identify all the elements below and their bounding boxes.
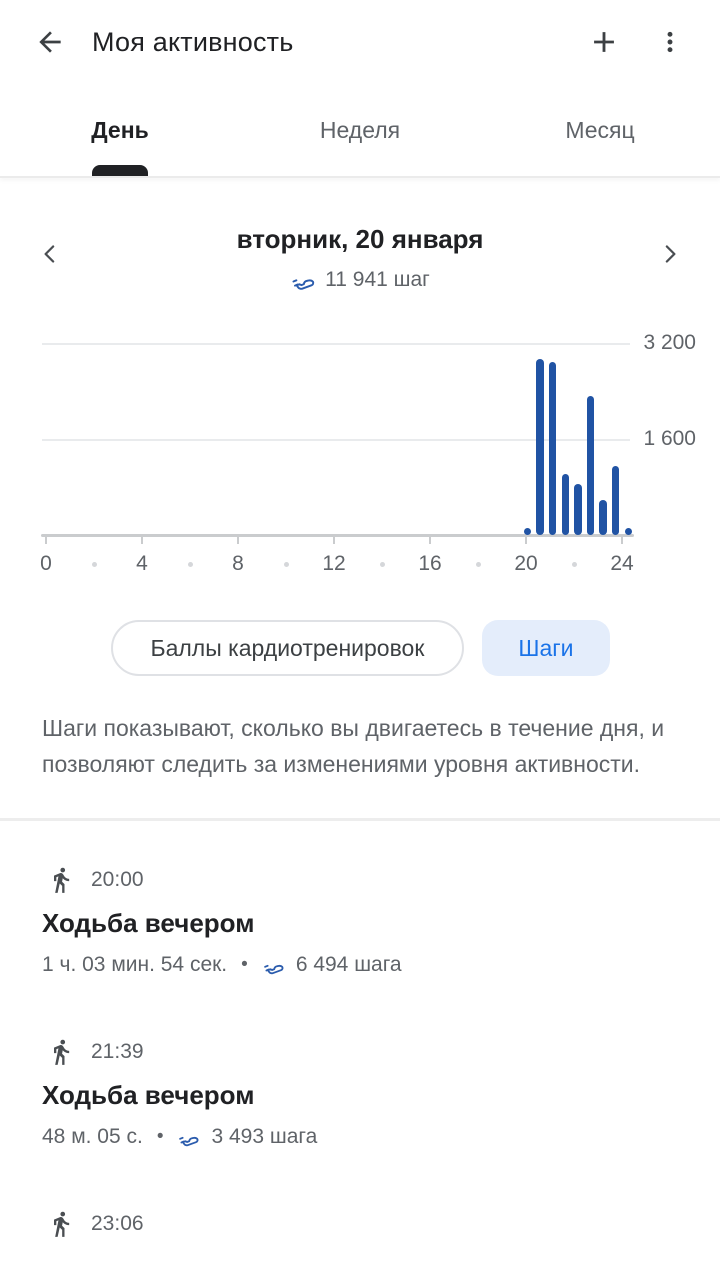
y-axis-label: 1 600 [643, 426, 696, 450]
activity-duration: 1 ч. 03 мин. 54 сек. [42, 953, 228, 976]
x-axis-label: 24 [610, 552, 634, 575]
app-bar: Моя активность [0, 0, 720, 84]
arrow-back-icon [34, 26, 66, 58]
steps-bar [548, 361, 557, 535]
x-axis-label: 20 [514, 552, 538, 575]
x-axis-label: 12 [322, 552, 346, 575]
steps-bar [536, 358, 544, 535]
steps-bar [561, 473, 570, 535]
tab-week-label: Неделя [319, 116, 401, 143]
steps-shoe-icon [262, 954, 285, 977]
steps-bar [611, 466, 620, 535]
back-button[interactable] [26, 18, 74, 66]
tab-week[interactable]: Неделя [240, 84, 480, 176]
activity-time: 21:39 [91, 1040, 144, 1063]
steps-description-text: Шаги показывают, сколько вы двигаетесь в… [42, 715, 665, 777]
active-tab-indicator [92, 165, 148, 176]
x-axis-label: 16 [418, 552, 442, 575]
add-activity-button[interactable] [580, 18, 628, 66]
chip-steps-label: Шаги [518, 634, 574, 661]
x-axis-label: 4 [136, 552, 148, 575]
x-axis-line [41, 534, 634, 537]
x-axis-tick [237, 536, 239, 544]
activity-time-row: 20:00 [42, 865, 720, 895]
tab-month[interactable]: Месяц [480, 84, 720, 176]
selected-date: вторник, 20 января [236, 224, 484, 254]
x-axis-tick [525, 536, 527, 544]
activity-title: Ходьба вечером [42, 908, 255, 938]
date-navigation: вторник, 20 января 11 941 шаг [0, 224, 720, 308]
chip-cardio-points-label: Баллы кардиотренировок [150, 634, 425, 661]
activity-item-2[interactable]: 21:39 Ходьба вечером 48 м. 05 с. • 3 493… [0, 1037, 720, 1151]
x-axis-dot [283, 562, 289, 567]
activity-duration: 48 м. 05 с. [42, 1125, 143, 1148]
x-axis-tick [621, 536, 623, 544]
chevron-left-icon [35, 239, 65, 269]
walking-person-icon [47, 1210, 75, 1238]
x-axis-tick [333, 536, 335, 544]
activity-time: 23:06 [91, 1212, 144, 1235]
y-axis-label: 3 200 [643, 331, 696, 354]
activity-time-row: 21:39 [42, 1037, 720, 1067]
metric-chips: Баллы кардиотренировок Шаги [0, 620, 720, 676]
activity-details: 1 ч. 03 мин. 54 сек. • 6 494 шага [42, 951, 720, 979]
steps-bar [586, 395, 595, 535]
steps-shoe-icon [177, 1126, 200, 1149]
period-tab-bar: День Неделя Месяц [0, 84, 720, 178]
activity-title: Ходьба вечером [42, 1080, 255, 1110]
steps-bar [523, 528, 532, 535]
x-axis-dot [571, 562, 577, 567]
chevron-right-icon [655, 239, 685, 269]
kebab-menu-icon [656, 28, 684, 56]
activity-steps: 3 493 шага [211, 1125, 318, 1148]
activity-time-row: 23:06 [42, 1209, 720, 1239]
bullet-separator: • [241, 954, 248, 975]
x-axis-tick [141, 536, 143, 544]
x-axis-tick [45, 536, 47, 544]
x-axis-label: 8 [232, 552, 244, 575]
activity-list: 20:00 Ходьба вечером 1 ч. 03 мин. 54 сек… [0, 821, 720, 1239]
activity-item-3[interactable]: 23:06 [0, 1209, 720, 1239]
steps-bar-chart[interactable]: 1 600 3 200 0 4 8 12 16 20 24 [0, 328, 720, 586]
activity-item-1[interactable]: 20:00 Ходьба вечером 1 ч. 03 мин. 54 сек… [0, 865, 720, 979]
bullet-separator: • [156, 1126, 164, 1147]
page-title: Моя активность [92, 26, 294, 57]
section-divider [0, 818, 720, 821]
x-axis-tick [429, 536, 431, 544]
steps-bar [599, 499, 607, 535]
previous-day-button[interactable] [26, 230, 74, 278]
steps-shoe-icon [290, 267, 316, 293]
activity-time: 20:00 [91, 868, 144, 891]
x-axis-label: 0 [40, 552, 52, 575]
x-axis-dot [91, 562, 97, 567]
steps-bar [624, 528, 633, 535]
y-gridline [42, 343, 630, 345]
steps-bar [574, 483, 582, 535]
chip-steps[interactable]: Шаги [482, 620, 610, 676]
tab-day[interactable]: День [0, 84, 240, 176]
next-day-button[interactable] [646, 230, 694, 278]
daily-steps-count: 11 941 шаг [325, 268, 430, 291]
x-axis-dot [187, 562, 193, 567]
walking-person-icon [47, 1038, 75, 1066]
activity-steps: 6 494 шага [295, 953, 402, 976]
tab-month-label: Месяц [565, 116, 635, 143]
x-axis-dot [379, 562, 385, 567]
overflow-menu-button[interactable] [646, 18, 694, 66]
chip-cardio-points[interactable]: Баллы кардиотренировок [110, 620, 465, 676]
app-bar-actions [580, 18, 694, 66]
daily-steps-summary: 11 941 шаг [290, 267, 430, 293]
tab-day-label: День [91, 116, 149, 143]
walking-person-icon [47, 866, 75, 894]
activity-details: 48 м. 05 с. • 3 493 шага [42, 1123, 720, 1151]
plus-icon [587, 25, 621, 59]
y-gridline [42, 438, 630, 441]
x-axis-dot [475, 562, 481, 567]
